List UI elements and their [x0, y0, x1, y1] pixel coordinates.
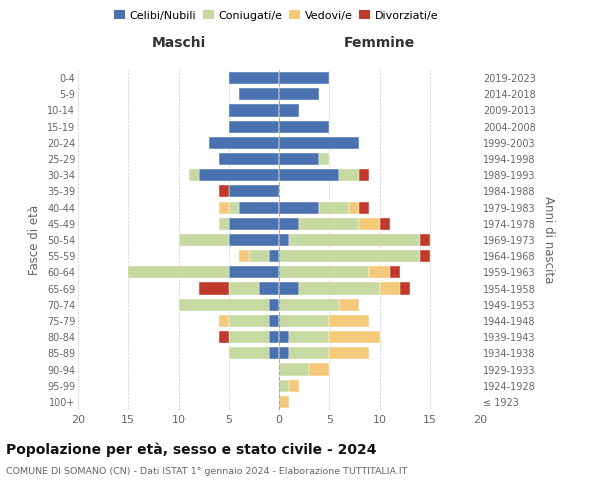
Bar: [349, 202, 359, 213]
Text: Popolazione per età, sesso e stato civile - 2024: Popolazione per età, sesso e stato civil…: [6, 442, 377, 457]
Bar: [269, 315, 279, 327]
Bar: [229, 331, 269, 343]
Bar: [218, 153, 279, 165]
Bar: [279, 364, 309, 376]
Bar: [359, 218, 380, 230]
Bar: [329, 348, 370, 360]
Bar: [218, 186, 229, 198]
Bar: [389, 266, 400, 278]
Bar: [279, 202, 319, 213]
Bar: [279, 250, 420, 262]
Bar: [218, 331, 229, 343]
Bar: [289, 234, 420, 246]
Bar: [229, 120, 279, 132]
Bar: [229, 218, 279, 230]
Bar: [229, 72, 279, 84]
Bar: [209, 137, 279, 149]
Bar: [229, 104, 279, 117]
Bar: [269, 348, 279, 360]
Bar: [229, 266, 279, 278]
Bar: [279, 396, 289, 408]
Bar: [269, 298, 279, 311]
Bar: [279, 153, 319, 165]
Bar: [229, 202, 239, 213]
Bar: [279, 380, 289, 392]
Bar: [279, 137, 359, 149]
Bar: [299, 282, 380, 294]
Bar: [229, 186, 279, 198]
Bar: [279, 298, 340, 311]
Bar: [269, 250, 279, 262]
Bar: [249, 250, 269, 262]
Bar: [380, 218, 389, 230]
Bar: [239, 88, 279, 101]
Bar: [279, 218, 299, 230]
Bar: [340, 169, 359, 181]
Bar: [279, 348, 289, 360]
Text: Femmine: Femmine: [344, 36, 415, 50]
Bar: [279, 169, 340, 181]
Bar: [279, 88, 319, 101]
Bar: [319, 202, 349, 213]
Bar: [279, 266, 370, 278]
Bar: [279, 72, 329, 84]
Bar: [359, 169, 370, 181]
Bar: [370, 266, 389, 278]
Bar: [400, 282, 410, 294]
Legend: Celibi/Nubili, Coniugati/e, Vedovi/e, Divorziati/e: Celibi/Nubili, Coniugati/e, Vedovi/e, Di…: [112, 8, 440, 23]
Bar: [299, 218, 359, 230]
Text: Maschi: Maschi: [151, 36, 206, 50]
Bar: [188, 169, 199, 181]
Bar: [229, 282, 259, 294]
Bar: [319, 153, 329, 165]
Bar: [218, 202, 229, 213]
Bar: [199, 282, 229, 294]
Bar: [128, 266, 229, 278]
Bar: [199, 169, 279, 181]
Bar: [279, 104, 299, 117]
Bar: [289, 380, 299, 392]
Text: COMUNE DI SOMANO (CN) - Dati ISTAT 1° gennaio 2024 - Elaborazione TUTTITALIA.IT: COMUNE DI SOMANO (CN) - Dati ISTAT 1° ge…: [6, 468, 407, 476]
Bar: [279, 120, 329, 132]
Bar: [229, 348, 269, 360]
Bar: [329, 331, 380, 343]
Bar: [380, 282, 400, 294]
Y-axis label: Fasce di età: Fasce di età: [28, 205, 41, 275]
Bar: [420, 250, 430, 262]
Bar: [420, 234, 430, 246]
Bar: [218, 315, 229, 327]
Bar: [259, 282, 279, 294]
Bar: [289, 348, 329, 360]
Bar: [279, 234, 289, 246]
Bar: [279, 331, 289, 343]
Bar: [239, 202, 279, 213]
Bar: [279, 282, 299, 294]
Bar: [279, 315, 329, 327]
Bar: [309, 364, 329, 376]
Bar: [269, 331, 279, 343]
Bar: [340, 298, 359, 311]
Bar: [179, 234, 229, 246]
Y-axis label: Anni di nascita: Anni di nascita: [542, 196, 555, 284]
Bar: [359, 202, 370, 213]
Bar: [229, 315, 269, 327]
Bar: [239, 250, 249, 262]
Bar: [329, 315, 370, 327]
Bar: [289, 331, 329, 343]
Bar: [218, 218, 229, 230]
Bar: [179, 298, 269, 311]
Bar: [229, 234, 279, 246]
